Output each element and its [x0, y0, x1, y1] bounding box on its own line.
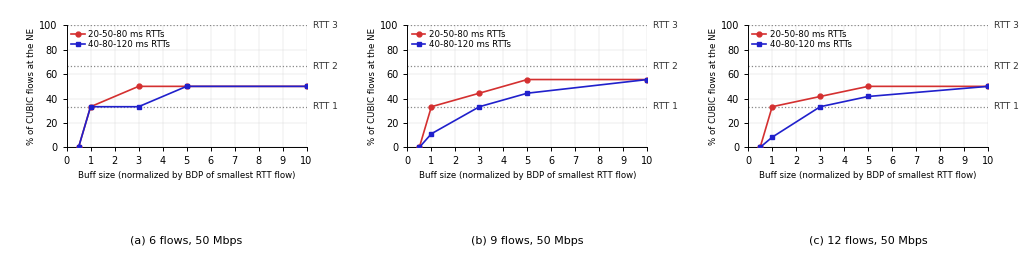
Line: 40-80-120 ms RTTs: 40-80-120 ms RTTs [417, 77, 650, 150]
Line: 20-50-80 ms RTTs: 20-50-80 ms RTTs [417, 77, 650, 150]
Y-axis label: % of CUBIC flows at the NE: % of CUBIC flows at the NE [709, 28, 718, 145]
Text: RTT 3: RTT 3 [653, 21, 678, 30]
40-80-120 ms RTTs [862, 95, 874, 98]
40-80-120 ms RTTs [754, 146, 766, 149]
20-50-80 ms RTTs [414, 146, 426, 149]
Text: RTT 1: RTT 1 [994, 102, 1019, 111]
Text: RTT 2: RTT 2 [312, 61, 337, 71]
Text: (c) 12 flows, 50 Mbps: (c) 12 flows, 50 Mbps [809, 236, 928, 246]
40-80-120 ms RTTs [982, 85, 994, 88]
Text: (a) 6 flows, 50 Mbps: (a) 6 flows, 50 Mbps [130, 236, 243, 246]
Text: RTT 1: RTT 1 [312, 102, 338, 111]
20-50-80 ms RTTs [766, 105, 778, 108]
20-50-80 ms RTTs [754, 146, 766, 149]
40-80-120 ms RTTs [73, 146, 85, 149]
Text: RTT 3: RTT 3 [994, 21, 1019, 30]
20-50-80 ms RTTs [521, 78, 534, 81]
40-80-120 ms RTTs [641, 78, 653, 81]
40-80-120 ms RTTs [180, 85, 193, 88]
20-50-80 ms RTTs [180, 85, 193, 88]
Text: RTT 3: RTT 3 [312, 21, 338, 30]
Legend: 20-50-80 ms RTTs, 40-80-120 ms RTTs: 20-50-80 ms RTTs, 40-80-120 ms RTTs [751, 28, 853, 51]
40-80-120 ms RTTs [521, 92, 534, 95]
20-50-80 ms RTTs [84, 105, 96, 108]
20-50-80 ms RTTs [73, 146, 85, 149]
20-50-80 ms RTTs [132, 85, 144, 88]
40-80-120 ms RTTs [814, 105, 826, 108]
Line: 40-80-120 ms RTTs: 40-80-120 ms RTTs [758, 84, 990, 150]
Legend: 20-50-80 ms RTTs, 40-80-120 ms RTTs: 20-50-80 ms RTTs, 40-80-120 ms RTTs [70, 28, 172, 51]
Y-axis label: % of CUBIC flows at the NE: % of CUBIC flows at the NE [28, 28, 37, 145]
Line: 20-50-80 ms RTTs: 20-50-80 ms RTTs [76, 84, 309, 150]
20-50-80 ms RTTs [982, 85, 994, 88]
X-axis label: Buff size (normalized by BDP of smallest RTT flow): Buff size (normalized by BDP of smallest… [78, 170, 295, 180]
20-50-80 ms RTTs [473, 92, 485, 95]
20-50-80 ms RTTs [814, 95, 826, 98]
Text: RTT 2: RTT 2 [994, 61, 1019, 71]
Y-axis label: % of CUBIC flows at the NE: % of CUBIC flows at the NE [369, 28, 377, 145]
20-50-80 ms RTTs [300, 85, 312, 88]
40-80-120 ms RTTs [473, 105, 485, 108]
40-80-120 ms RTTs [425, 132, 437, 135]
Line: 40-80-120 ms RTTs: 40-80-120 ms RTTs [76, 84, 309, 150]
20-50-80 ms RTTs [425, 105, 437, 108]
40-80-120 ms RTTs [132, 105, 144, 108]
Text: (b) 9 flows, 50 Mbps: (b) 9 flows, 50 Mbps [471, 236, 584, 246]
40-80-120 ms RTTs [300, 85, 312, 88]
Line: 20-50-80 ms RTTs: 20-50-80 ms RTTs [758, 84, 990, 150]
20-50-80 ms RTTs [641, 78, 653, 81]
40-80-120 ms RTTs [414, 146, 426, 149]
Text: RTT 1: RTT 1 [653, 102, 678, 111]
X-axis label: Buff size (normalized by BDP of smallest RTT flow): Buff size (normalized by BDP of smallest… [760, 170, 977, 180]
Legend: 20-50-80 ms RTTs, 40-80-120 ms RTTs: 20-50-80 ms RTTs, 40-80-120 ms RTTs [410, 28, 513, 51]
Text: RTT 2: RTT 2 [653, 61, 678, 71]
20-50-80 ms RTTs [862, 85, 874, 88]
X-axis label: Buff size (normalized by BDP of smallest RTT flow): Buff size (normalized by BDP of smallest… [419, 170, 636, 180]
40-80-120 ms RTTs [84, 105, 96, 108]
40-80-120 ms RTTs [766, 136, 778, 139]
